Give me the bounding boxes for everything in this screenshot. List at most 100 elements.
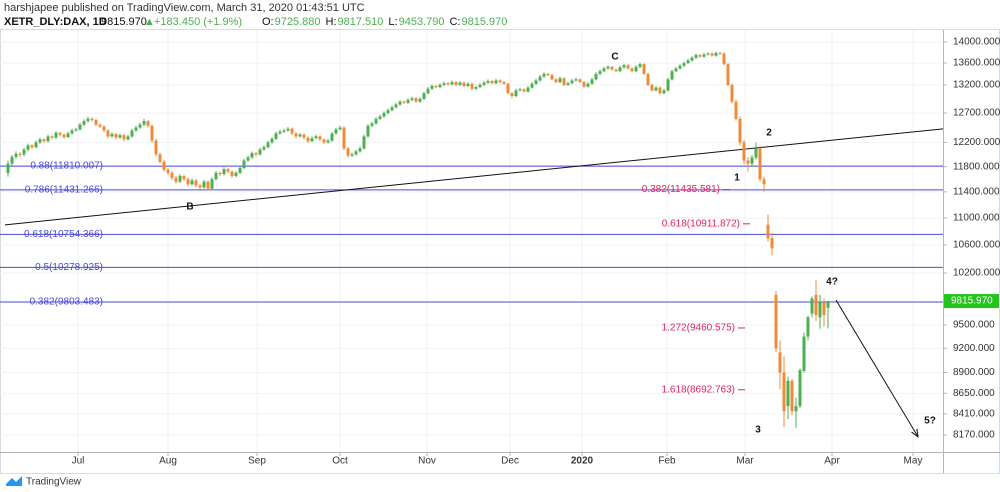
candle-body xyxy=(422,93,426,99)
candle-body xyxy=(54,132,58,138)
candle-body xyxy=(438,84,442,88)
candle-body xyxy=(622,65,626,68)
candle-body xyxy=(174,177,178,182)
candle-body xyxy=(454,82,458,85)
x-tick-label: Nov xyxy=(418,456,436,467)
candle-body xyxy=(462,82,466,86)
extension-label: 0.382(11435.581) xyxy=(642,184,720,195)
candle-body xyxy=(538,76,542,81)
x-tick-label: Apr xyxy=(824,456,840,467)
candle-body xyxy=(590,79,594,84)
candle-body xyxy=(154,140,158,155)
candle-body xyxy=(638,64,642,67)
candle-body xyxy=(526,87,530,92)
candle-body xyxy=(478,84,482,88)
x-tick-label: Aug xyxy=(159,456,177,467)
candle-body xyxy=(710,53,714,56)
candle-body xyxy=(778,352,782,373)
candle-body xyxy=(826,301,830,308)
candle-body xyxy=(194,180,198,186)
candle-body xyxy=(198,185,202,188)
fib-level-label: 0.618(10754.366) xyxy=(24,229,103,240)
candle-body xyxy=(410,98,414,100)
x-tick-label: Oct xyxy=(332,456,348,467)
candle-body xyxy=(398,101,402,105)
candle-body xyxy=(746,160,750,164)
candle-body xyxy=(318,136,322,140)
candle-body xyxy=(770,238,774,249)
x-tick-label: Jul xyxy=(72,456,85,467)
candle-body xyxy=(26,145,30,150)
candle-body xyxy=(578,79,582,83)
candle-body xyxy=(278,131,282,134)
candle-body xyxy=(550,75,554,80)
candle-body xyxy=(706,53,710,55)
candle-body xyxy=(106,130,110,137)
candle-body xyxy=(150,125,154,141)
trendline xyxy=(4,128,944,226)
candle-body xyxy=(458,82,462,85)
candle-body xyxy=(614,69,618,72)
candle-body xyxy=(110,134,114,137)
wave-label: 1 xyxy=(734,173,740,184)
candle-body xyxy=(310,138,314,142)
x-tick-label: Mar xyxy=(736,456,754,467)
candle-body xyxy=(266,142,270,148)
candle-body xyxy=(222,169,226,175)
y-tick-label: 14000.000 xyxy=(953,37,1000,48)
candle-body xyxy=(70,130,74,134)
candle-body xyxy=(798,370,802,407)
grid xyxy=(0,30,943,452)
candle-body xyxy=(682,63,686,66)
candle-body xyxy=(178,176,182,182)
fib-level-label: 0.786(11431.266) xyxy=(25,185,103,196)
candle-body xyxy=(314,136,318,139)
candle-body xyxy=(338,127,342,130)
candle-body xyxy=(274,133,278,139)
candle-body xyxy=(558,78,562,83)
candle-body xyxy=(734,101,738,119)
candle-body xyxy=(650,84,654,91)
y-tick-label: 11400.000 xyxy=(953,187,1000,198)
candle-body xyxy=(814,294,818,316)
candle-body xyxy=(210,179,214,189)
candle-body xyxy=(78,124,82,130)
candle-body xyxy=(190,180,194,185)
candle-body xyxy=(74,129,78,131)
candle-body xyxy=(414,98,418,102)
candle-body xyxy=(82,121,86,125)
candle-body xyxy=(342,127,346,149)
candle-body xyxy=(122,135,126,140)
candle-body xyxy=(294,133,298,137)
candle-body xyxy=(426,88,430,94)
candle-body xyxy=(602,68,606,72)
ohlc-value: 9453.790 xyxy=(399,16,445,28)
candle-body xyxy=(146,121,150,126)
candle-body xyxy=(126,136,130,140)
candle-body xyxy=(18,153,22,155)
y-tick-label: 10600.000 xyxy=(953,240,1000,251)
candle-body xyxy=(598,71,602,74)
candle-body xyxy=(118,135,122,138)
candle-body xyxy=(378,116,382,119)
candle-body xyxy=(326,140,330,143)
candle-body xyxy=(102,126,106,131)
candle-body xyxy=(406,99,410,103)
candle-body xyxy=(742,142,746,161)
candle-body xyxy=(22,149,26,155)
candle-body xyxy=(402,101,406,103)
fib-level-label: 0.382(9803.483) xyxy=(30,297,103,308)
candle-body xyxy=(494,80,498,84)
candle-body xyxy=(490,81,494,84)
ohlc-value: 9817.510 xyxy=(338,16,384,28)
candle-body xyxy=(130,130,134,137)
candle-body xyxy=(50,136,54,138)
y-tick-label: 8650.000 xyxy=(953,388,995,399)
candle-body xyxy=(202,181,206,188)
candle-body xyxy=(470,83,474,89)
candle-body xyxy=(786,380,790,407)
candle-body xyxy=(354,151,358,155)
candle-body xyxy=(546,73,550,76)
change-arrow: ▲ xyxy=(144,16,155,28)
candles xyxy=(6,51,830,428)
